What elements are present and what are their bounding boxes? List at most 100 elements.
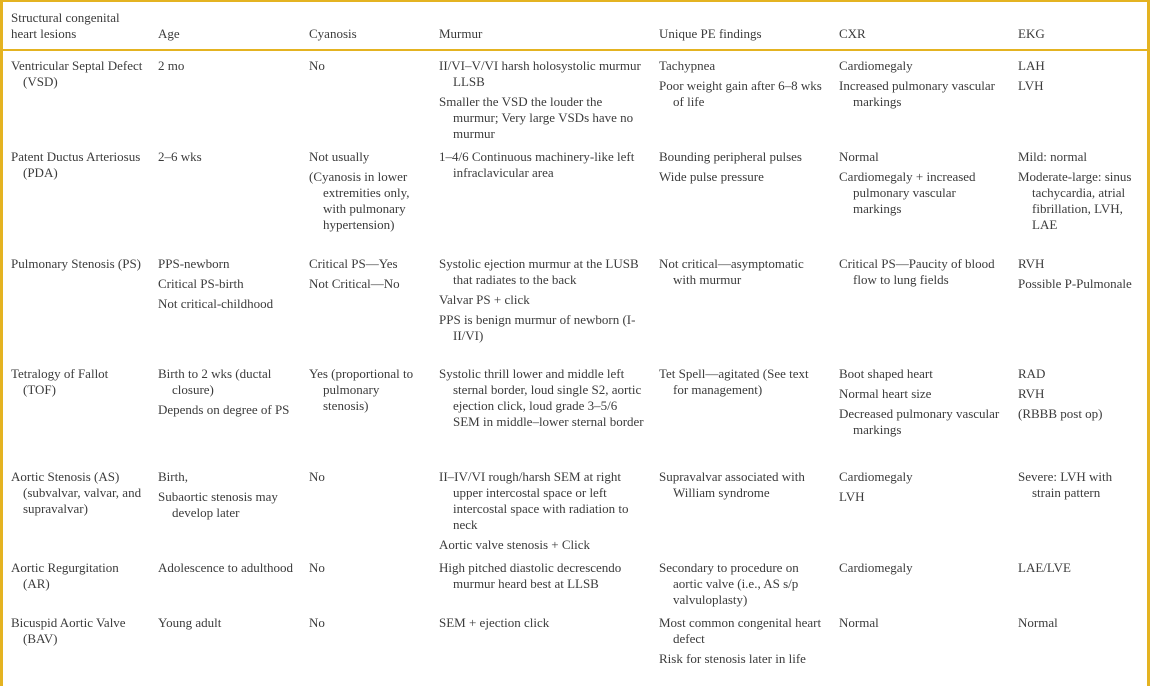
cell-paragraph: 2 mo [158, 58, 185, 73]
cell-lesion: Aortic Regurgitation (AR) [3, 553, 150, 608]
cell-murmur: SEM + ejection click [431, 608, 651, 686]
column-header-ekg: EKG [1010, 2, 1147, 51]
cell-cxr: Cardiomegaly [831, 553, 1010, 608]
cell-cyanosis: No [301, 50, 431, 142]
cell-paragraph: Moderate-large: sinus tachycardia, atria… [1018, 169, 1132, 232]
cell-pe-findings: Supravalvar associated with William synd… [651, 462, 831, 553]
cell-paragraph: Birth to 2 wks (ductal closure) [158, 366, 272, 397]
cell-paragraph: Mild: normal [1018, 149, 1087, 164]
cell-paragraph: Normal [839, 615, 879, 630]
column-header-pe-findings: Unique PE findings [651, 2, 831, 51]
cell-paragraph: II/VI–V/VI harsh holosystolic murmur LLS… [439, 58, 641, 89]
cell-paragraph: Normal [1018, 615, 1058, 630]
cell-pe-findings: Not critical—asymptomatic with murmur [651, 249, 831, 359]
cell-paragraph: No [309, 615, 325, 630]
cell-murmur: High pitched diastolic decrescendo murmu… [431, 553, 651, 608]
cell-paragraph: Wide pulse pressure [659, 169, 764, 184]
cell-paragraph: Critical PS-birth [158, 276, 244, 291]
cell-paragraph: LAH [1018, 58, 1045, 73]
cell-paragraph: (Cyanosis in lower extremities only, wit… [309, 169, 410, 232]
cell-paragraph: Birth, [158, 469, 188, 484]
cell-paragraph: Secondary to procedure on aortic valve (… [659, 560, 799, 607]
cell-paragraph: Boot shaped heart [839, 366, 933, 381]
cell-paragraph: Tachypnea [659, 58, 716, 73]
cell-ekg: LAH LVH [1010, 50, 1147, 142]
cell-cxr: Boot shaped heart Normal heart size Decrea… [831, 359, 1010, 462]
cell-murmur: II–IV/VI rough/harsh SEM at right upper … [431, 462, 651, 553]
column-header-cxr: CXR [831, 2, 1010, 51]
cell-paragraph: LAE/LVE [1018, 560, 1071, 575]
cell-paragraph: Bounding peripheral pulses [659, 149, 802, 164]
cell-age: 2 mo [150, 50, 301, 142]
cell-age: Birth to 2 wks (ductal closure) Depends o… [150, 359, 301, 462]
cell-ekg: Mild: normal Moderate-large: sinus tachyc… [1010, 142, 1147, 249]
cell-age: Birth, Subaortic stenosis may develop lat… [150, 462, 301, 553]
cell-paragraph: RAD [1018, 366, 1046, 381]
cell-lesion: Aortic Stenosis (AS) (subvalvar, valvar,… [3, 462, 150, 553]
cell-ekg: RAD RVH (RBBB post op) [1010, 359, 1147, 462]
cell-paragraph: Tet Spell—agitated (See text for managem… [659, 366, 809, 397]
cell-paragraph: (RBBB post op) [1018, 406, 1103, 421]
cell-paragraph: SEM + ejection click [439, 615, 550, 630]
cell-paragraph: Critical PS—Yes [309, 256, 398, 271]
cell-paragraph: Not critical—asymptomatic with murmur [659, 256, 804, 287]
cell-paragraph: Decreased pulmonary vascular markings [839, 406, 1000, 437]
cell-cxr: Critical PS—Paucity of blood flow to lun… [831, 249, 1010, 359]
cell-paragraph: Pulmonary Stenosis (PS) [11, 256, 142, 271]
cell-paragraph: High pitched diastolic decrescendo murmu… [439, 560, 622, 591]
cell-paragraph: No [309, 560, 325, 575]
cell-paragraph: Poor weight gain after 6–8 wks of life [659, 78, 822, 109]
cell-pe-findings: Tet Spell—agitated (See text for managem… [651, 359, 831, 462]
cell-paragraph: Aortic valve stenosis + Click [439, 537, 591, 552]
cell-paragraph: Young adult [158, 615, 222, 630]
cell-paragraph: RVH [1018, 256, 1045, 271]
cell-paragraph: Cardiomegaly + increased pulmonary vascu… [839, 169, 976, 216]
table-header: Structural congenital heart lesions Age … [3, 2, 1147, 51]
cell-paragraph: Most common congenital heart defect [659, 615, 822, 646]
cell-cyanosis: No [301, 462, 431, 553]
cell-ekg: LAE/LVE [1010, 553, 1147, 608]
cell-paragraph: 1–4/6 Continuous machinery-like left inf… [439, 149, 635, 180]
cell-paragraph: II–IV/VI rough/harsh SEM at right upper … [439, 469, 629, 532]
table-row: Aortic Stenosis (AS) (subvalvar, valvar,… [3, 462, 1147, 553]
cell-paragraph: Not Critical—No [309, 276, 400, 291]
cell-paragraph: Critical PS—Paucity of blood flow to lun… [839, 256, 995, 287]
cell-paragraph: Bicuspid Aortic Valve (BAV) [11, 615, 126, 646]
cell-pe-findings: Tachypnea Poor weight gain after 6–8 wks … [651, 50, 831, 142]
cell-ekg: Normal [1010, 608, 1147, 686]
table-body: Ventricular Septal Defect (VSD) 2 mo No II/… [3, 50, 1147, 686]
cell-paragraph: Patent Ductus Arteriosus (PDA) [11, 149, 141, 180]
cell-cyanosis: Yes (proportional to pulmonary stenosis) [301, 359, 431, 462]
cell-lesion: Tetralogy of Fallot (TOF) [3, 359, 150, 462]
cell-paragraph: Increased pulmonary vascular markings [839, 78, 995, 109]
cell-paragraph: LVH [1018, 78, 1044, 93]
column-header-murmur: Murmur [431, 2, 651, 51]
cell-paragraph: PPS-newborn [158, 256, 230, 271]
cell-lesion: Bicuspid Aortic Valve (BAV) [3, 608, 150, 686]
cell-paragraph: Systolic ejection murmur at the LUSB tha… [439, 256, 639, 287]
cell-paragraph: PPS is benign murmur of newborn (I-II/VI… [439, 312, 636, 343]
cell-paragraph: Cardiomegaly [839, 560, 913, 575]
table-row: Pulmonary Stenosis (PS) PPS-newborn Critic… [3, 249, 1147, 359]
cell-murmur: 1–4/6 Continuous machinery-like left inf… [431, 142, 651, 249]
cell-paragraph: Yes (proportional to pulmonary stenosis) [309, 366, 414, 413]
cell-paragraph: Smaller the VSD the louder the murmur; V… [439, 94, 634, 141]
table-row: Bicuspid Aortic Valve (BAV) Young adult No… [3, 608, 1147, 686]
cell-cyanosis: Not usually (Cyanosis in lower extremitie… [301, 142, 431, 249]
table-row: Ventricular Septal Defect (VSD) 2 mo No II/… [3, 50, 1147, 142]
cell-paragraph: Adolescence to adulthood [158, 560, 294, 575]
cell-murmur: II/VI–V/VI harsh holosystolic murmur LLS… [431, 50, 651, 142]
cell-lesion: Pulmonary Stenosis (PS) [3, 249, 150, 359]
cell-paragraph: Possible P-Pulmonale [1018, 276, 1132, 291]
cell-paragraph: Risk for stenosis later in life [659, 651, 806, 666]
cell-pe-findings: Secondary to procedure on aortic valve (… [651, 553, 831, 608]
cell-paragraph: No [309, 469, 325, 484]
cell-paragraph: Supravalvar associated with William synd… [659, 469, 805, 500]
cell-pe-findings: Most common congenital heart defect Risk … [651, 608, 831, 686]
cell-paragraph: Not critical-childhood [158, 296, 274, 311]
cell-murmur: Systolic ejection murmur at the LUSB tha… [431, 249, 651, 359]
cell-paragraph: Not usually [309, 149, 370, 164]
cell-paragraph: Depends on degree of PS [158, 402, 290, 417]
cell-paragraph: Normal [839, 149, 879, 164]
cell-age: Adolescence to adulthood [150, 553, 301, 608]
